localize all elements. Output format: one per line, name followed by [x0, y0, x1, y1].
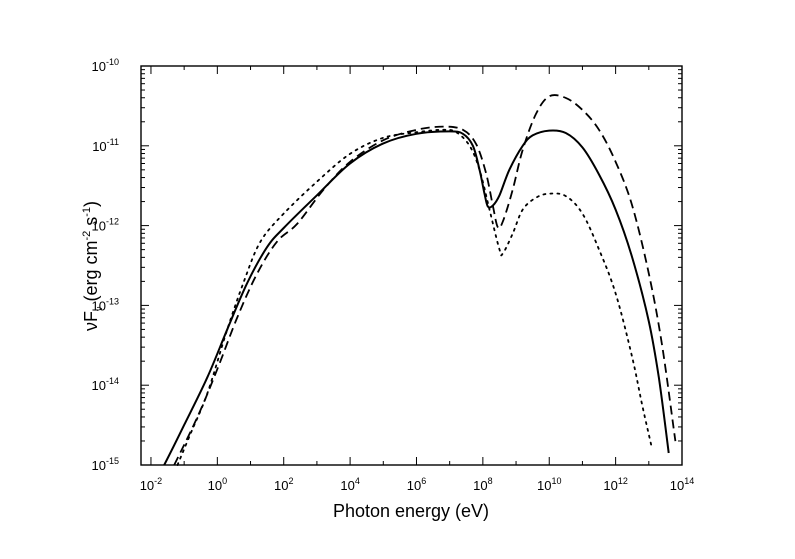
y-tick-label: 10-14: [92, 376, 119, 393]
x-tick-label: 1010: [537, 476, 561, 493]
y-axis-title-open: (erg cm: [81, 241, 101, 307]
y-tick-label: 10-10: [92, 57, 119, 74]
y-tick-label: 10-11: [92, 137, 119, 154]
x-tick-label: 106: [407, 476, 426, 493]
x-tick-label: 1014: [670, 476, 694, 493]
x-tick-label: 102: [274, 476, 293, 493]
x-axis-title: Photon energy (eV): [333, 501, 489, 521]
x-tick-label: 100: [208, 476, 227, 493]
y-axis-title-sub: ν: [94, 306, 104, 311]
series-dotted-line: [176, 128, 653, 466]
y-axis-tick-labels: 10-15 10-14 10-13 10-12 10-11 10-10: [92, 57, 119, 473]
y-axis-title: νFν (erg cm-2 s-1): [81, 201, 104, 331]
x-tick-label: 108: [473, 476, 492, 493]
y-axis-title-nu: ν: [81, 322, 101, 331]
y-axis-title-sup2: -1: [81, 207, 93, 217]
x-axis-tick-labels: 10-2 100 102 104 106 108 1010 1012 1014: [140, 476, 695, 493]
x-tick-label: 10-2: [140, 476, 162, 493]
y-tick-label: 10-13: [92, 296, 119, 313]
y-axis-title-f: F: [81, 311, 101, 322]
series-solid-line: [163, 129, 670, 466]
y-tick-label: 10-12: [92, 217, 119, 234]
y-tick-label: 10-15: [92, 456, 119, 473]
x-tick-label: 1012: [603, 476, 627, 493]
y-axis-title-sup1: -2: [81, 231, 93, 241]
series-lines: [163, 94, 677, 466]
y-axis-title-mid: s: [81, 217, 101, 231]
plot-frame: [140, 65, 683, 466]
x-tick-label: 104: [340, 476, 359, 493]
y-axis-title-close: ): [81, 201, 101, 207]
series-dashed-line: [173, 94, 677, 466]
